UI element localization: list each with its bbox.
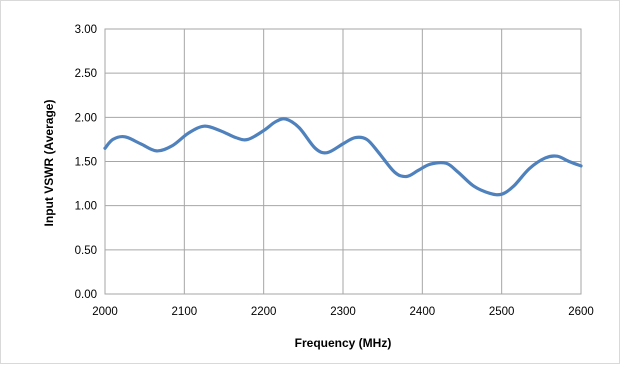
- y-tick-label: 2.00: [75, 112, 97, 124]
- grid-lines: [104, 28, 582, 295]
- y-axis-title: Input VSWR (Average): [42, 100, 56, 227]
- vswr-series-line: [103, 117, 583, 197]
- y-axis-tick-labels: 0.00 0.50 1.00 1.50 2.00 2.50 3.00: [75, 24, 97, 301]
- y-tick-label: 0.00: [75, 289, 97, 301]
- x-axis-title: Frequency (MHz): [295, 336, 392, 350]
- x-tick-label: 2100: [172, 306, 198, 318]
- y-tick-label: 2.50: [75, 68, 97, 80]
- plot-area-rect: [104, 28, 582, 295]
- y-tick-label: 1.50: [75, 157, 97, 169]
- x-tick-label: 2000: [92, 306, 118, 318]
- x-tick-label: 2300: [330, 306, 356, 318]
- y-tick-label: 0.50: [75, 245, 97, 257]
- plot-area-border: [104, 28, 582, 295]
- y-tick-label: 1.00: [75, 201, 97, 213]
- x-tick-label: 2400: [410, 306, 436, 318]
- x-tick-label: 2500: [489, 306, 515, 318]
- x-tick-label: 2600: [568, 306, 594, 318]
- series-layer: [103, 117, 583, 197]
- x-axis-tick-labels: 2000 2100 2200 2300 2400 2500 2600: [92, 306, 594, 318]
- y-tick-label: 3.00: [75, 24, 97, 36]
- x-tick-label: 2200: [251, 306, 277, 318]
